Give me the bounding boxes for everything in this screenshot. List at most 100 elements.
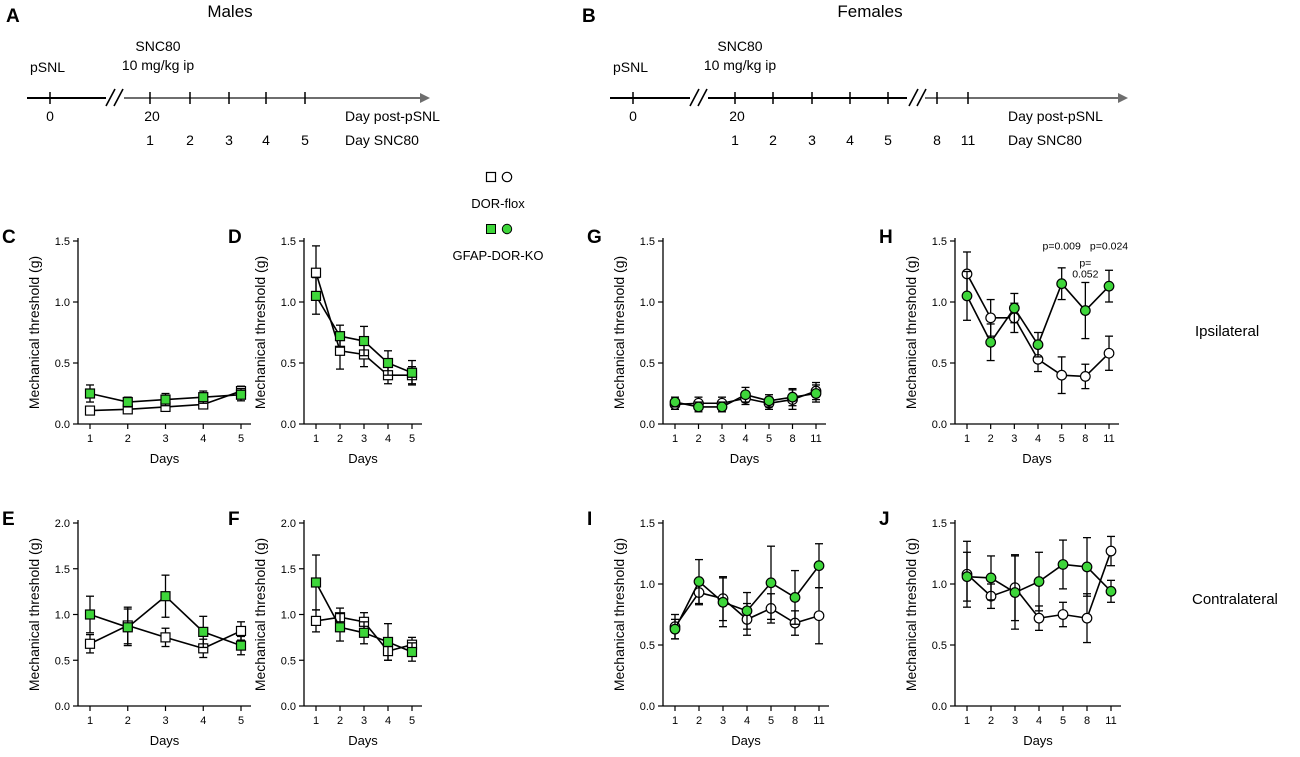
x-tick-label: 3 <box>162 433 168 445</box>
y-axis-title: Mechanical threshold (g) <box>903 256 919 409</box>
data-point-ko <box>1056 278 1068 290</box>
x-tick-label: 8 <box>1082 433 1088 445</box>
data-point-control <box>310 615 322 627</box>
y-tick-label: 0.0 <box>281 701 296 713</box>
timeline-b-snc-day: 8 <box>933 132 941 148</box>
data-point-ko <box>358 627 370 638</box>
data-point-ko <box>1033 576 1045 587</box>
x-axis-title: Days <box>730 451 760 466</box>
ipsilateral-label: Ipsilateral <box>1195 323 1259 340</box>
timeline-a-snc-day: 5 <box>301 132 309 148</box>
y-tick-label: 1.0 <box>281 610 296 622</box>
x-tick-label: 5 <box>238 433 244 445</box>
data-point-ko <box>740 389 751 401</box>
y-tick-label: 1.0 <box>932 297 947 309</box>
y-axis-title: Mechanical threshold (g) <box>252 538 268 691</box>
timeline-a-snc-day: 2 <box>186 132 194 148</box>
legend-ko-square-marker <box>486 224 496 234</box>
x-tick-label: 1 <box>87 715 93 727</box>
y-tick-label: 0.5 <box>55 358 70 370</box>
data-point-ko <box>310 577 322 588</box>
x-tick-label: 2 <box>695 433 701 445</box>
data-point-ko <box>1009 587 1021 598</box>
data-point-ko <box>985 572 997 584</box>
data-point-ko <box>406 367 418 378</box>
timeline-b-axis-break-1 <box>689 88 708 107</box>
x-tick-label: 1 <box>964 715 970 727</box>
data-point-ko <box>122 622 133 633</box>
timeline-b-day0: 0 <box>629 108 637 124</box>
y-tick-label: 1.0 <box>932 579 947 591</box>
y-tick-label: 2.0 <box>55 518 70 530</box>
p-value-annotation: 0.052 <box>1072 269 1098 281</box>
data-point-control <box>1056 369 1068 381</box>
timeline-a-snc-day: 1 <box>146 132 154 148</box>
timeline-b-row1-label: Day post-pSNL <box>1008 108 1103 124</box>
data-point-ko <box>1103 280 1115 292</box>
panel-label-j: J <box>879 509 890 530</box>
timeline-b-axis-break-2 <box>908 88 927 107</box>
data-point-ko <box>813 560 825 572</box>
y-axis-title: Mechanical threshold (g) <box>26 538 42 691</box>
x-tick-label: 4 <box>1036 715 1042 727</box>
legend-ko-label: GFAP-DOR-KO <box>452 248 543 263</box>
x-tick-label: 11 <box>1103 433 1114 445</box>
x-tick-label: 3 <box>719 433 725 445</box>
x-tick-label: 8 <box>1084 715 1090 727</box>
y-tick-label: 0.5 <box>55 655 70 667</box>
x-axis-title: Days <box>1022 451 1052 466</box>
x-tick-label: 5 <box>1060 715 1066 727</box>
data-point-ko <box>160 591 171 602</box>
timeline-a-drug-label: SNC80 <box>135 38 180 54</box>
x-tick-label: 3 <box>361 715 367 727</box>
panel-label-c: C <box>2 227 16 248</box>
y-tick-label: 0.0 <box>55 419 70 431</box>
data-point-control <box>813 610 825 622</box>
data-point-ko <box>1008 302 1020 314</box>
timeline-females: pSNL SNC80 10 mg/kg ip 0 20 1 2 3 4 5 8 … <box>610 38 1128 148</box>
timeline-a-day0: 0 <box>46 108 54 124</box>
timeline-b-pre-label: pSNL <box>613 59 648 75</box>
x-tick-label: 5 <box>766 433 772 445</box>
x-tick-label: 8 <box>789 433 795 445</box>
x-axis-title: Days <box>150 451 180 466</box>
legend-control-circle-marker <box>501 171 513 183</box>
x-axis-title: Days <box>1023 733 1053 748</box>
data-point-control <box>1057 609 1069 620</box>
x-tick-label: 5 <box>238 715 244 727</box>
data-point-ko <box>693 401 704 413</box>
y-tick-label: 1.5 <box>281 236 296 248</box>
data-point-ko <box>789 592 801 603</box>
x-tick-label: 4 <box>744 715 750 727</box>
data-point-ko <box>810 388 822 399</box>
x-tick-label: 5 <box>768 715 774 727</box>
timeline-b-snc-day: 1 <box>731 132 739 148</box>
data-point-ko <box>961 571 973 583</box>
panel-c-chart: C 0.0 0.5 1.0 1.5 1 2 3 4 5 Days Mechanical thresho… <box>2 227 251 466</box>
x-axis-title: Days <box>150 733 180 748</box>
panel-label-i: I <box>587 509 592 530</box>
legend-control-square-marker <box>485 171 497 183</box>
x-tick-label: 1 <box>964 433 970 445</box>
y-tick-label: 0.5 <box>640 640 655 652</box>
panel-g-chart: G 0.0 0.5 1.0 1.5 1 2 3 4 5 8 11 Days Mechanical thre… <box>587 227 826 466</box>
y-tick-label: 0.0 <box>932 701 947 713</box>
timeline-b-day20: 20 <box>729 108 745 124</box>
x-tick-label: 5 <box>409 715 415 727</box>
x-tick-label: 3 <box>1012 715 1018 727</box>
x-axis-title: Days <box>731 733 761 748</box>
y-tick-label: 0.0 <box>640 701 655 713</box>
y-axis-title: Mechanical threshold (g) <box>611 256 627 409</box>
panel-label-b: B <box>582 6 596 27</box>
data-point-control <box>1081 612 1093 624</box>
y-axis-title: Mechanical threshold (g) <box>611 538 627 691</box>
data-point-ko <box>334 331 346 342</box>
panel-h-chart: H 0.0 0.5 1.0 1.5 1 2 3 4 5 8 11 Days Mechanical thre… <box>879 227 1128 466</box>
x-tick-label: 2 <box>988 715 994 727</box>
y-tick-label: 0.5 <box>281 358 296 370</box>
data-point-ko <box>235 640 247 651</box>
p-value-annotation: p=0.024 <box>1090 241 1128 253</box>
x-tick-label: 4 <box>1035 433 1041 445</box>
males-title: Males <box>207 2 252 21</box>
x-tick-label: 2 <box>125 433 131 445</box>
